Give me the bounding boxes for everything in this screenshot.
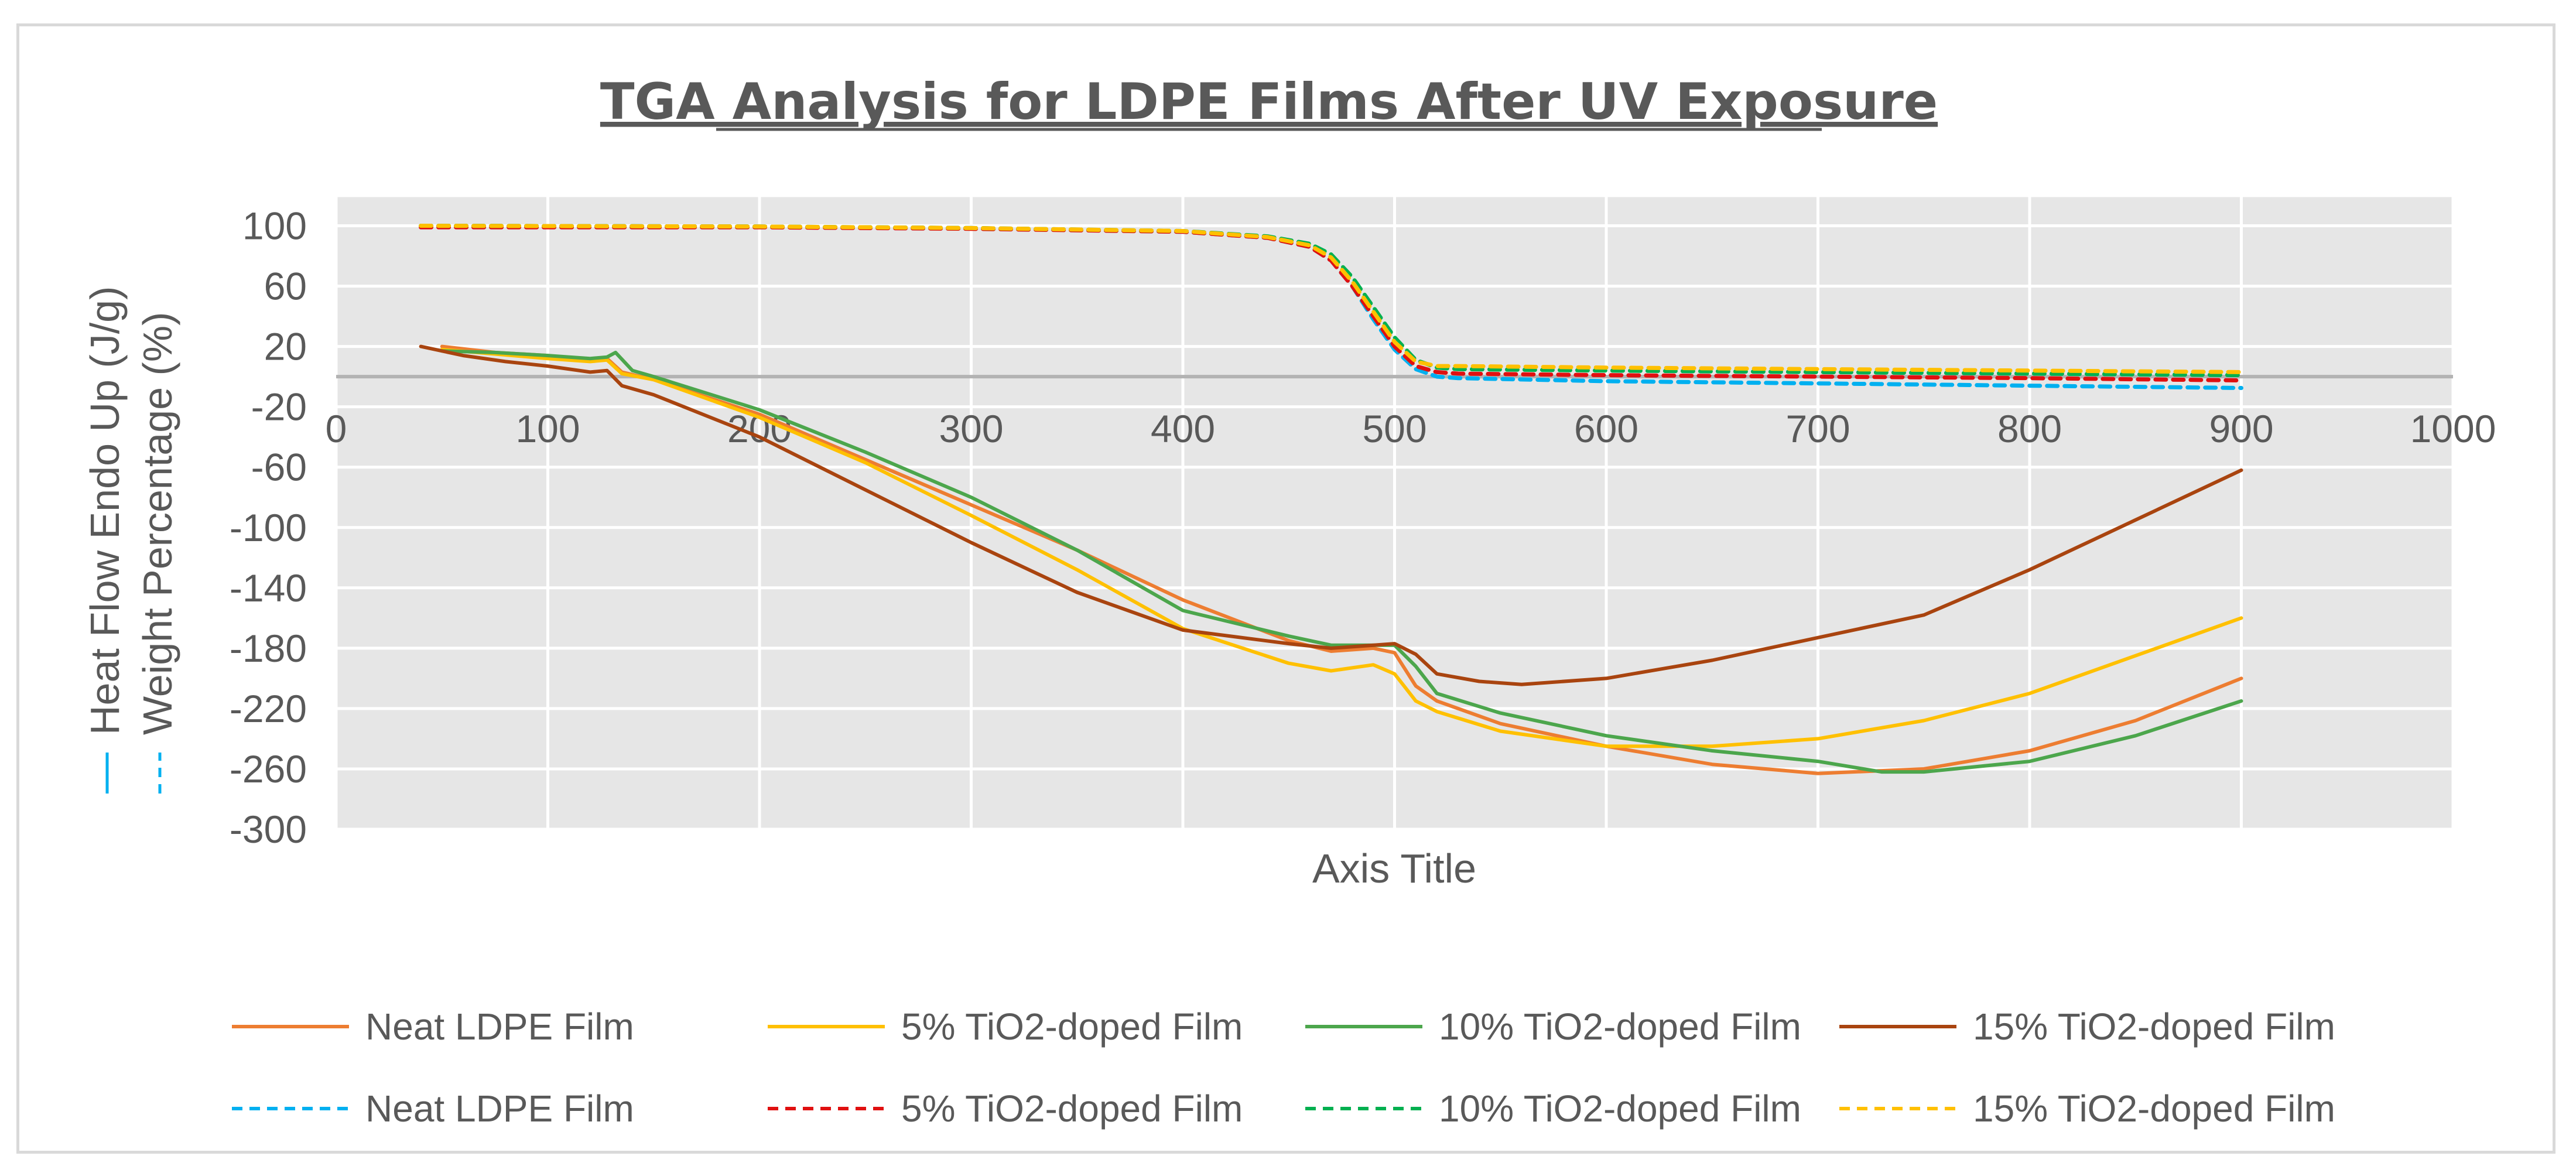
y-tick-label: -220 xyxy=(230,687,307,730)
legend-label: 10% TiO2-doped Film xyxy=(1439,1087,1801,1130)
y-tick-label: -20 xyxy=(251,385,307,429)
x-tick-label: 600 xyxy=(1574,407,1638,450)
legend-label: 10% TiO2-doped Film xyxy=(1439,1006,1801,1048)
x-gridlines xyxy=(334,196,2455,829)
x-tick-label: 300 xyxy=(939,407,1003,450)
x-tick-label: 100 xyxy=(515,407,580,450)
x-tick-label: 1000 xyxy=(2410,407,2496,450)
x-tick-label: 900 xyxy=(2209,407,2273,450)
x-tick-labels: 0 100 200 300 400 500 600 700 800 900 1000 xyxy=(326,407,2496,450)
y-tick-label: 60 xyxy=(264,265,307,308)
legend-label: Neat LDPE Film xyxy=(365,1006,634,1048)
y-axis-title-weight: Weight Percentage (%) xyxy=(135,312,180,794)
y-tick-label: -260 xyxy=(230,747,307,791)
y-tick-label: -140 xyxy=(230,566,307,610)
heat-flow-series-10-tio2-doped-film xyxy=(440,349,2243,774)
chart: TGA Analysis for LDPE Films After UV Exp… xyxy=(82,73,2496,1130)
y-tick-label: -100 xyxy=(230,506,307,549)
x-tick-label: 800 xyxy=(1997,407,2062,450)
y-tick-label: -300 xyxy=(230,808,307,851)
x-tick-label: 0 xyxy=(326,407,347,450)
legend-label: 5% TiO2-doped Film xyxy=(901,1006,1243,1048)
legend-label: Neat LDPE Film xyxy=(365,1087,634,1130)
heat-flow-series-5-tio2-doped-film xyxy=(440,347,2243,748)
heat-flow-axis-label: Heat Flow Endo Up (J/g) xyxy=(82,286,128,735)
legend-label: 15% TiO2-doped Film xyxy=(1973,1087,2335,1130)
y-tick-label: -60 xyxy=(251,446,307,489)
y-tick-label: -180 xyxy=(230,627,307,670)
y-axis-title-heat-flow: Heat Flow Endo Up (J/g) xyxy=(82,286,128,794)
x-tick-label: 700 xyxy=(1785,407,1850,450)
heat-flow-series-15-tio2-doped-film xyxy=(419,344,2243,686)
series-layer xyxy=(419,224,2243,775)
x-axis-title: Axis Title xyxy=(1312,846,1476,891)
weight-axis-label: Weight Percentage (%) xyxy=(135,312,180,735)
y-tick-labels: 100 60 20 -20 -60 -100 -140 -180 -220 -260 -300 xyxy=(230,204,307,851)
x-tick-label: 500 xyxy=(1362,407,1426,450)
y-tick-label: 100 xyxy=(242,204,307,248)
chart-title: TGA Analysis for LDPE Films After UV Exp… xyxy=(600,73,1938,131)
y-tick-label: 20 xyxy=(264,325,307,368)
legend-label: 5% TiO2-doped Film xyxy=(901,1087,1243,1130)
legend: Neat LDPE Film 5% TiO2-doped Film 10% TiO2… xyxy=(232,1006,2335,1130)
x-tick-label: 400 xyxy=(1151,407,1215,450)
chart-frame: TGA Analysis for LDPE Films After UV Exp… xyxy=(16,23,2556,1154)
weight-series-15-tio2-doped-film xyxy=(419,224,2243,374)
legend-label: 15% TiO2-doped Film xyxy=(1973,1006,2335,1048)
